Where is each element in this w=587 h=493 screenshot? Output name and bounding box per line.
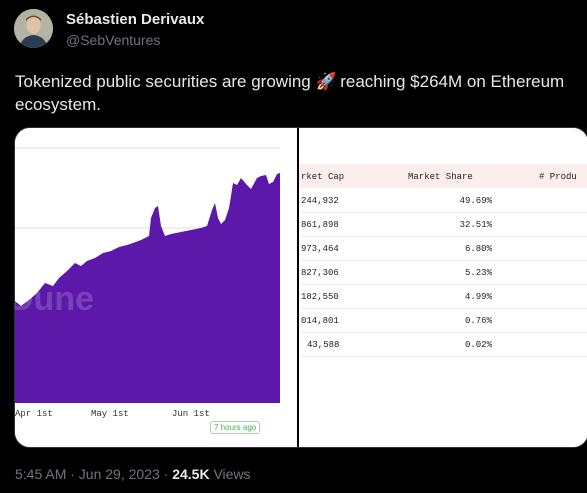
author-avatar[interactable] [14, 9, 53, 48]
cell-market-cap: 182,550 [301, 292, 339, 302]
cell-market-share: 4.99% [464, 292, 492, 302]
updated-badge: 7 hours ago [210, 421, 261, 434]
chart-screenshot: Dune Apr 1st May 1st Jun 1st 7 hours ago [15, 128, 298, 447]
cell-market-cap: 014,801 [301, 316, 339, 326]
tweet-timestamp[interactable]: 5:45 AM · Jun 29, 2023 · [15, 466, 173, 482]
table-header: rket Cap Market Share # Produ [299, 164, 587, 188]
table-row: 244,932 49.69% [299, 189, 587, 213]
cell-market-share: 5.23% [464, 268, 492, 278]
table-row: 973,464 6.80% [299, 237, 587, 261]
avatar-image [14, 9, 53, 48]
cell-market-share: 0.76% [464, 316, 492, 326]
x-tick-label: Apr 1st [15, 409, 53, 419]
x-tick-label: May 1st [91, 409, 129, 419]
cell-market-cap: 973,464 [301, 244, 339, 254]
cell-market-cap: 43,588 [307, 340, 340, 350]
tweet-media[interactable]: Dune Apr 1st May 1st Jun 1st 7 hours ago… [14, 127, 587, 448]
views-count: 24.5K [172, 466, 210, 482]
header-market-share: Market Share [408, 172, 473, 182]
tweet-text-part-1: Tokenized public securities are growing [15, 72, 311, 91]
rocket-emoji: 🚀 [315, 72, 337, 91]
market-table: rket Cap Market Share # Produ 244,932 49… [299, 128, 587, 447]
table-row: 861,898 32.51% [299, 213, 587, 237]
tweet-text: Tokenized public securities are growing … [15, 70, 585, 116]
cell-market-share: 49.69% [459, 196, 492, 206]
cell-market-cap: 827,306 [301, 268, 339, 278]
views-label: Views [209, 466, 251, 482]
cell-market-share: 6.80% [464, 244, 492, 254]
tweet-text-part-2: reaching $264M on Ethereum ecosystem. [15, 72, 565, 114]
header-products: # Produ [539, 172, 577, 182]
table-row: 827,306 5.23% [299, 261, 587, 285]
tweet-meta: 5:45 AM · Jun 29, 2023 · 24.5K Views [15, 466, 251, 482]
cell-market-cap: 861,898 [301, 220, 339, 230]
author-handle[interactable]: @SebVentures [66, 32, 161, 48]
area-chart: Dune Apr 1st May 1st Jun 1st [15, 147, 280, 419]
table-row: 43,588 0.02% [299, 333, 587, 357]
header-market-cap: rket Cap [301, 172, 345, 182]
table-row: 182,550 4.99% [299, 285, 587, 309]
dune-watermark: Dune [15, 280, 94, 318]
table-row: 014,801 0.76% [299, 309, 587, 333]
cell-market-share: 32.51% [459, 220, 492, 230]
cell-market-share: 0.02% [464, 340, 492, 350]
x-tick-label: Jun 1st [172, 409, 210, 419]
cell-market-cap: 244,932 [301, 196, 339, 206]
author-name[interactable]: Sébastien Derivaux [66, 11, 205, 28]
area-series [15, 173, 280, 403]
image-divider [297, 128, 299, 447]
